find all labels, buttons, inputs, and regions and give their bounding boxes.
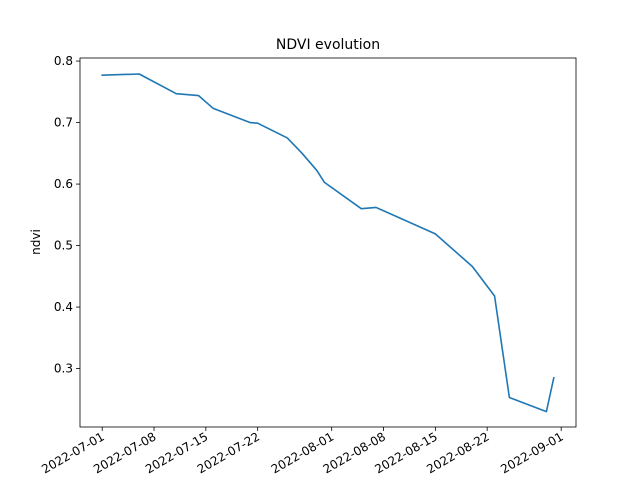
chart-title: NDVI evolution <box>276 37 380 53</box>
y-axis: 0.3 0.4 0.5 0.6 0.7 0.8 <box>54 54 80 376</box>
y-tick-label: 0.3 <box>54 362 73 376</box>
x-tick-label: 2022-09-01 <box>498 429 565 476</box>
ndvi-series-line <box>101 73 555 413</box>
y-tick-label: 0.5 <box>54 239 73 253</box>
x-axis: 2022-07-012022-07-082022-07-152022-07-22… <box>39 427 566 476</box>
y-tick-label: 0.8 <box>54 54 73 68</box>
y-axis-label: ndvi <box>29 229 43 255</box>
plot-area <box>80 58 576 427</box>
plot-frame <box>79 57 577 428</box>
y-tick-label: 0.7 <box>54 116 73 130</box>
y-tick-label: 0.4 <box>54 300 73 314</box>
y-tick-label: 0.6 <box>54 177 73 191</box>
